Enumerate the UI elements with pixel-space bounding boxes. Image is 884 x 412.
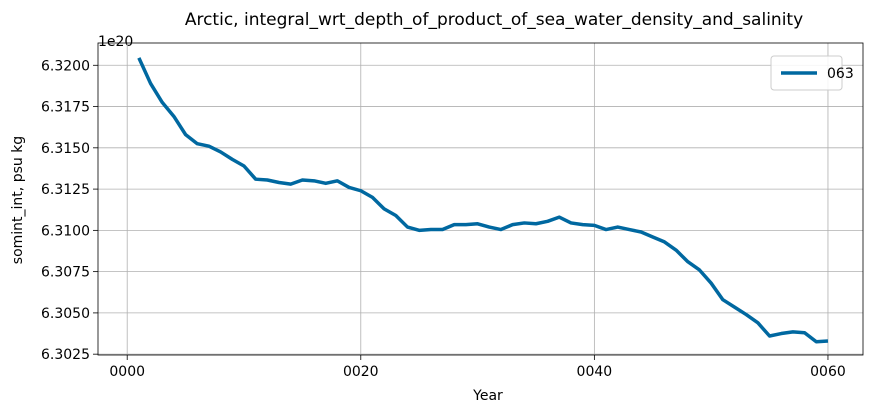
plot-frame [97, 42, 864, 356]
y-tick-label: 6.3125 [41, 182, 90, 198]
chart-title: Arctic, integral_wrt_depth_of_product_of… [185, 10, 803, 30]
x-tick-label: 0060 [810, 364, 846, 380]
x-tick-label: 0040 [577, 364, 613, 380]
y-tick-label: 6.3025 [41, 347, 90, 363]
x-gridlines [126, 43, 829, 355]
y-axis: 6.3025 6.3050 6.3075 6.3100 6.3125 6.3150 6.31… [41, 58, 98, 363]
y-gridlines [98, 64, 863, 355]
x-tick-label: 0000 [109, 364, 145, 380]
x-axis-label: Year [472, 388, 503, 404]
x-axis: 0000 0020 0040 0060 [109, 355, 846, 380]
y-tick-label: 6.3100 [41, 223, 90, 239]
y-tick-label: 6.3175 [41, 100, 90, 116]
legend: 063 [770, 55, 854, 91]
y-tick-label: 6.3150 [41, 141, 90, 157]
y-offset-label: 1e20 [98, 34, 133, 50]
legend-label-063: 063 [827, 66, 854, 82]
y-tick-label: 6.3200 [41, 58, 90, 74]
y-tick-label: 6.3050 [41, 306, 90, 322]
y-tick-label: 6.3075 [41, 265, 90, 281]
y-axis-label: somint_int, psu kg [10, 136, 26, 264]
x-tick-label: 0020 [343, 364, 379, 380]
series-line-063 [137, 57, 829, 344]
